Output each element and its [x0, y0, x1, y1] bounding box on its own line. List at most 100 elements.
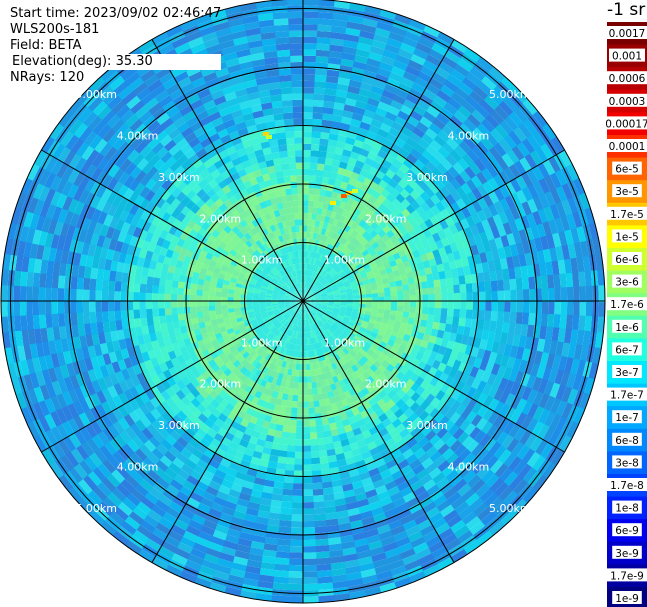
field-cell [165, 204, 177, 216]
field-cell [452, 162, 465, 175]
field-cell [325, 344, 332, 352]
field-cell [245, 468, 258, 478]
field-cell [247, 221, 256, 230]
field-cell [268, 324, 275, 331]
field-cell [436, 459, 451, 473]
field-cell [282, 253, 288, 261]
field-cell [185, 163, 197, 175]
field-cell [254, 361, 262, 370]
field-cell [349, 316, 357, 322]
field-cell [272, 481, 284, 489]
field-cell [117, 404, 129, 418]
field-cell [387, 148, 400, 159]
field-cell [456, 431, 470, 445]
field-cell [310, 150, 320, 158]
field-cell [89, 133, 104, 150]
field-cell [319, 462, 330, 471]
field-cell [277, 249, 283, 257]
field-cell [429, 350, 439, 361]
field-cell [318, 311, 325, 316]
field-cell [89, 180, 102, 196]
field-cell [375, 279, 384, 286]
field-cell [297, 289, 301, 296]
field-cell [281, 311, 288, 316]
field-cell [248, 283, 256, 288]
field-cell [215, 313, 223, 320]
field-cell [233, 304, 241, 309]
field-cell [532, 210, 543, 227]
field-cell [204, 320, 212, 328]
field-cell [258, 320, 265, 327]
field-cell [446, 252, 456, 263]
field-cell [418, 496, 434, 509]
field-cell [307, 388, 313, 396]
field-cell [207, 541, 224, 553]
field-cell [165, 248, 174, 259]
field-cell [313, 316, 318, 323]
field-cell [216, 257, 225, 266]
field-cell [169, 334, 178, 344]
field-cell [197, 530, 213, 542]
field-cell [399, 464, 413, 476]
field-cell [409, 164, 422, 176]
field-cell [325, 442, 335, 451]
field-cell [225, 145, 238, 156]
field-cell [100, 400, 113, 415]
field-cell [231, 225, 241, 235]
field-cell [302, 351, 306, 358]
field-cell [196, 289, 203, 296]
field-cell [235, 262, 244, 270]
field-cell [83, 277, 91, 290]
field-cell [95, 310, 103, 323]
field-cell [253, 345, 261, 353]
field-cell [146, 468, 161, 482]
field-cell [361, 345, 370, 353]
field-cell [293, 382, 299, 389]
field-cell [355, 48, 371, 59]
field-cell [123, 356, 133, 369]
field-cell [380, 55, 397, 67]
field-cell [81, 370, 92, 385]
field-cell [302, 489, 314, 497]
field-cell [389, 491, 403, 503]
field-cell [479, 338, 488, 351]
field-cell [102, 127, 117, 143]
field-cell [264, 360, 272, 369]
field-cell [429, 139, 443, 152]
field-cell [262, 269, 269, 276]
field-cell [374, 245, 383, 254]
field-cell [459, 372, 470, 385]
field-cell [262, 147, 273, 156]
field-cell [136, 157, 150, 171]
field-cell [416, 170, 429, 182]
field-cell [466, 191, 478, 205]
field-cell [398, 428, 410, 439]
field-cell [265, 368, 273, 376]
field-cell [137, 460, 152, 474]
field-cell [334, 353, 341, 362]
field-cell [139, 197, 151, 210]
field-cell [290, 55, 304, 63]
field-cell [298, 319, 302, 327]
field-cell [314, 280, 319, 287]
field-cell [224, 91, 238, 102]
field-cell [159, 471, 174, 485]
field-cell [103, 440, 118, 456]
field-cell [393, 454, 406, 465]
field-cell [248, 415, 258, 425]
field-cell [305, 244, 310, 251]
field-cell [454, 128, 469, 142]
field-cell [322, 281, 329, 287]
field-cell [311, 287, 318, 293]
field-cell [430, 204, 441, 216]
field-cell [153, 244, 163, 255]
field-cell [314, 81, 327, 89]
field-cell [335, 510, 349, 519]
field-cell [291, 271, 296, 278]
field-cell [445, 316, 454, 326]
field-cell [190, 513, 206, 526]
field-cell [493, 259, 502, 272]
field-cell [228, 130, 241, 141]
field-cell [360, 355, 369, 364]
field-cell [176, 237, 186, 248]
